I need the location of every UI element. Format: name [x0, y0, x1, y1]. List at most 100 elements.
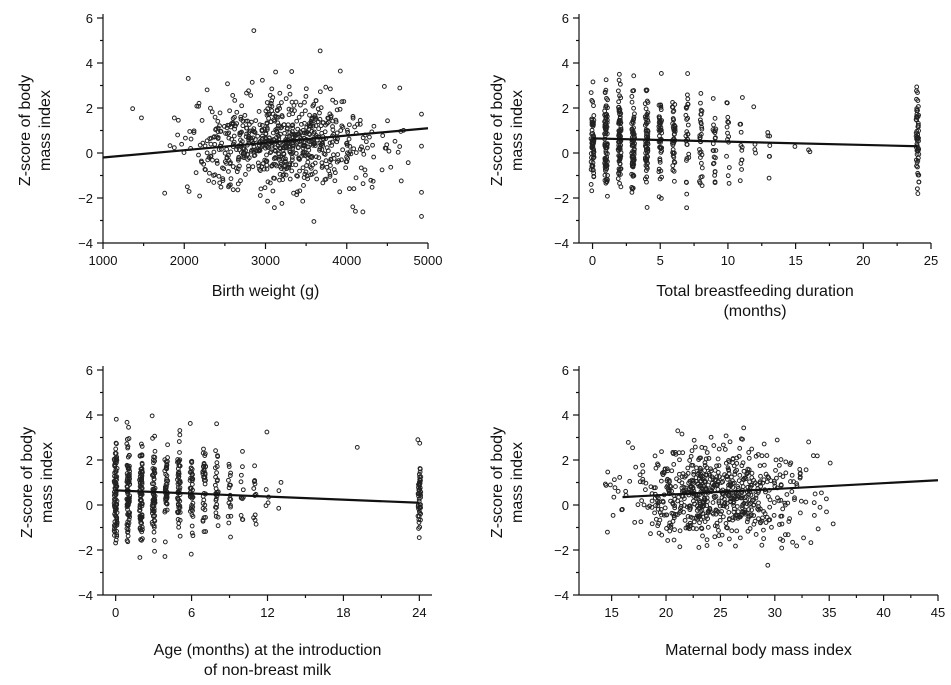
data-point — [240, 123, 246, 129]
data-point — [214, 502, 220, 507]
data-point — [311, 219, 317, 224]
data-point — [124, 477, 130, 483]
data-point — [710, 484, 716, 490]
data-point — [344, 127, 350, 133]
data-point — [311, 141, 316, 147]
data-point — [284, 134, 290, 140]
data-point — [685, 71, 691, 76]
data-point — [710, 96, 716, 101]
data-point — [792, 495, 797, 501]
data-point — [238, 513, 244, 518]
data-point — [137, 507, 143, 513]
data-point — [632, 111, 637, 117]
data-point — [230, 120, 236, 126]
data-point — [616, 77, 622, 83]
data-point — [684, 205, 690, 211]
data-point — [287, 130, 293, 136]
x-tick-label: 18 — [336, 605, 350, 620]
data-point — [137, 525, 143, 531]
data-point — [334, 107, 340, 113]
data-point — [743, 494, 749, 499]
data-point — [348, 151, 354, 157]
data-point — [302, 108, 308, 114]
data-point — [259, 77, 265, 83]
data-point — [265, 179, 271, 185]
data-point — [252, 481, 258, 487]
data-point — [275, 108, 280, 114]
data-point — [830, 521, 836, 527]
data-point — [603, 126, 609, 132]
data-point — [629, 161, 635, 167]
data-point — [803, 467, 809, 473]
data-point — [649, 504, 655, 510]
data-point — [290, 111, 296, 117]
x-tick-label: 15 — [604, 605, 618, 620]
data-point — [370, 142, 375, 148]
data-point — [281, 166, 287, 172]
data-point — [683, 485, 689, 491]
data-point — [625, 440, 631, 445]
data-point — [252, 478, 258, 484]
data-point — [307, 112, 312, 118]
data-point — [671, 168, 677, 174]
data-point — [604, 151, 610, 157]
data-point — [735, 493, 740, 499]
data-point — [732, 506, 737, 512]
data-point — [773, 457, 779, 463]
regression-line — [592, 137, 918, 148]
data-point — [312, 112, 318, 118]
data-point — [312, 160, 318, 166]
data-point — [232, 114, 237, 120]
data-point — [661, 469, 666, 475]
data-point — [139, 443, 145, 449]
data-point — [712, 534, 718, 540]
data-point — [289, 168, 295, 174]
data-point — [803, 499, 809, 505]
data-point — [788, 479, 793, 484]
data-point — [225, 122, 230, 128]
y-tick-label: 0 — [562, 498, 569, 513]
data-point — [203, 515, 208, 520]
y-tick-label: −2 — [78, 543, 93, 558]
data-point — [113, 497, 119, 502]
data-point — [283, 144, 289, 150]
data-point — [139, 115, 144, 121]
data-point — [151, 537, 157, 543]
y-tick-label: 0 — [562, 146, 569, 161]
data-point — [177, 510, 183, 515]
data-point — [223, 131, 228, 136]
data-point — [761, 509, 766, 514]
data-point — [715, 456, 721, 462]
y-axis-title: mass index — [509, 442, 526, 523]
y-axis-title: Z-score of body — [19, 427, 36, 538]
data-point — [659, 532, 665, 538]
data-point — [176, 458, 182, 464]
data-point — [655, 506, 661, 512]
data-point — [279, 201, 285, 206]
data-point — [359, 144, 364, 150]
data-point — [671, 537, 677, 543]
data-point — [759, 453, 765, 459]
data-point — [685, 101, 691, 107]
data-point — [589, 98, 595, 103]
data-point — [697, 117, 703, 123]
data-point — [645, 134, 651, 140]
data-point — [617, 93, 622, 99]
data-point — [416, 471, 422, 477]
data-point — [313, 115, 318, 121]
data-point — [276, 103, 282, 109]
data-point — [215, 135, 221, 140]
data-point — [734, 504, 740, 509]
data-point — [671, 178, 677, 184]
data-point — [643, 116, 649, 122]
data-point — [176, 439, 182, 444]
data-point — [188, 551, 194, 557]
data-point — [343, 165, 349, 171]
data-point — [324, 145, 330, 151]
data-point — [275, 132, 281, 138]
data-point — [353, 175, 359, 181]
data-point — [771, 500, 777, 505]
data-point — [691, 437, 697, 443]
data-point — [782, 532, 788, 538]
data-point — [720, 514, 726, 520]
